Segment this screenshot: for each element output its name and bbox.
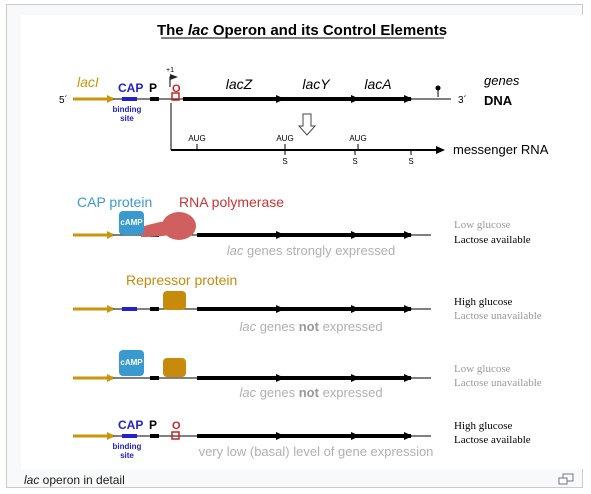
row1-condition-glucose: Low glucose xyxy=(454,219,511,231)
row3-condition-glucose: Low glucose xyxy=(454,363,511,375)
lacY-label: lacY xyxy=(302,76,331,92)
figure-frame: The lac Operon and its Control Elements … xyxy=(6,4,583,488)
row4-promoter-label: P xyxy=(149,418,157,432)
aug-1: AUG xyxy=(188,134,205,143)
terminator-icon xyxy=(435,85,441,91)
transcription-start-arrow xyxy=(169,74,178,87)
aug-3: AUG xyxy=(349,134,366,143)
three-prime-label: 3´ xyxy=(458,94,467,106)
cap-binding-site-label: binding site xyxy=(113,105,142,123)
legend-genes: genes xyxy=(484,73,520,88)
figure-caption: lac operon in detail xyxy=(24,473,125,487)
row2-status: lac genes not expressed xyxy=(239,319,382,334)
lacZ-label: lacZ xyxy=(226,76,253,92)
row2-cap-site xyxy=(122,307,137,311)
lacI-label: lacI xyxy=(77,74,99,90)
rnap-neck xyxy=(141,221,169,237)
diagram-title: The lac Operon and its Control Elements xyxy=(157,22,447,39)
repressor-label: Repressor protein xyxy=(126,272,237,288)
cap-protein-label: CAP protein xyxy=(77,194,152,210)
lacA-label: lacA xyxy=(364,76,391,92)
cap-label: CAP xyxy=(118,81,143,95)
row4-operator-box xyxy=(171,431,180,440)
five-prime-label: 5´ xyxy=(59,94,68,106)
row4-cap-label: CAP xyxy=(118,418,143,432)
stop-3: S xyxy=(408,157,413,166)
row2-promoter xyxy=(150,307,159,311)
operator-label: O xyxy=(172,83,181,95)
row2-condition-glucose: High glucose xyxy=(454,296,512,308)
legend-dna: DNA xyxy=(484,93,513,108)
enlarge-icon[interactable] xyxy=(558,473,574,485)
mrna-label: messenger RNA xyxy=(453,142,549,157)
row4-status: very low (basal) level of gene expressio… xyxy=(199,444,434,459)
transcription-down-arrow-icon xyxy=(297,113,317,136)
aug-2: AUG xyxy=(276,134,293,143)
row1-condition-lactose: Lactose available xyxy=(454,234,531,246)
promoter-box xyxy=(150,97,159,101)
row1-status: lac genes strongly expressed xyxy=(227,243,395,258)
row4-promoter xyxy=(150,434,159,438)
plus-one-label: +1 xyxy=(166,67,174,74)
cap-protein-shape xyxy=(119,211,144,235)
rna-polymerase-shape xyxy=(162,212,196,240)
cap-site xyxy=(122,97,137,101)
caption-text: operon in detail xyxy=(39,473,125,487)
rna-polymerase-label: RNA polymerase xyxy=(179,194,284,210)
row2-condition-lactose: Lactose unavailable xyxy=(454,310,542,322)
row3-cap-protein-shape xyxy=(119,350,144,376)
row3-promoter xyxy=(150,376,159,380)
row4-operator-label: O xyxy=(172,420,181,432)
row3-status: lac genes not expressed xyxy=(239,385,382,400)
row3-condition-lactose: Lactose unavailable xyxy=(454,377,542,389)
row1-camp-label: cAMP xyxy=(120,218,143,227)
row4-condition-glucose: High glucose xyxy=(454,420,512,432)
diagram-svg: The lac Operon and its Control Elements … xyxy=(59,22,549,460)
stop-1: S xyxy=(282,157,287,166)
row3-repressor-shape xyxy=(163,358,186,377)
row3-camp-label: cAMP xyxy=(120,358,143,367)
promoter-label: P xyxy=(149,81,157,95)
row4-cap-binding-site-label: binding site xyxy=(113,442,142,460)
operator-box xyxy=(171,92,180,101)
stop-2: S xyxy=(352,157,357,166)
row4-condition-lactose: Lactose available xyxy=(454,434,531,446)
lac-operon-diagram: The lac Operon and its Control Elements … xyxy=(21,15,583,469)
row4-cap-site xyxy=(122,434,137,438)
caption-gene: lac xyxy=(24,473,40,487)
repressor-protein-shape xyxy=(163,291,186,310)
